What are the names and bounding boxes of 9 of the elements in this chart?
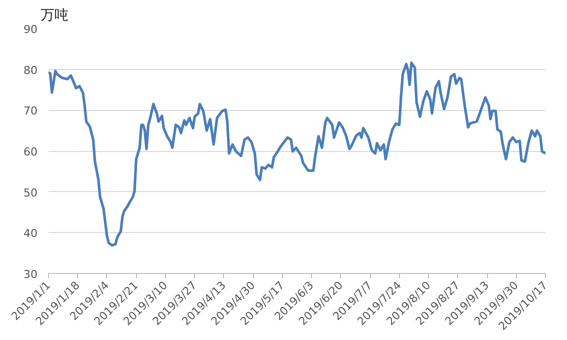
y-tick-label: 30: [24, 268, 38, 281]
line-series: [48, 62, 546, 247]
y-tick-label: 90: [24, 23, 38, 36]
y-tick-label: 60: [24, 146, 38, 158]
y-axis-title: 万吨: [40, 8, 68, 24]
y-tick-label: 70: [24, 104, 38, 118]
y-tick-label: 80: [24, 64, 38, 77]
y-tick-label: 50: [24, 186, 38, 200]
y-tick-label: 40: [24, 227, 38, 240]
